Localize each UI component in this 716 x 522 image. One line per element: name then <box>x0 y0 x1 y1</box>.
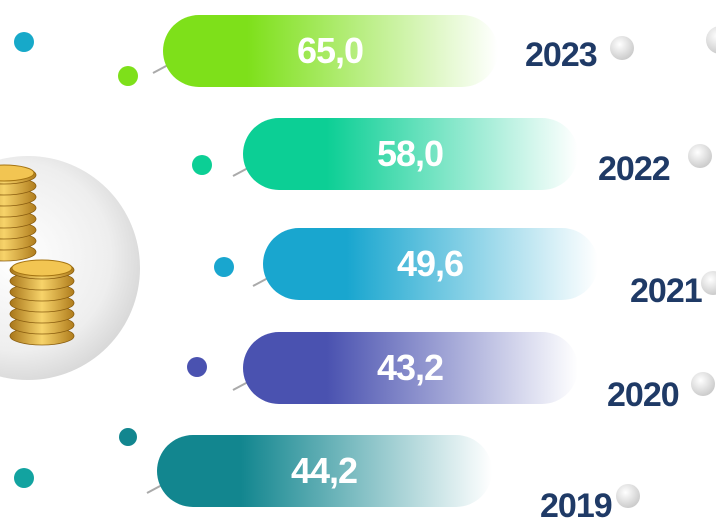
bar <box>243 332 578 404</box>
value-label: 58,0 <box>377 133 443 174</box>
bar <box>157 435 492 507</box>
bar-dot <box>118 66 138 86</box>
decor-dot <box>119 428 137 446</box>
connector <box>152 64 169 74</box>
value-label: 44,2 <box>291 450 357 491</box>
bar-dot <box>214 257 234 277</box>
year-dot <box>616 484 640 508</box>
bar <box>263 228 598 300</box>
year-dot <box>691 372 715 396</box>
bar-dot <box>192 155 212 175</box>
connector <box>232 167 249 177</box>
year-dot <box>688 144 712 168</box>
year-label: 2022 <box>598 150 670 188</box>
decor-dot <box>14 468 34 488</box>
value-label: 43,2 <box>377 347 443 388</box>
year-label: 2020 <box>607 376 679 414</box>
connector <box>232 381 249 391</box>
decor-dot <box>14 32 34 52</box>
year-dot <box>701 271 716 295</box>
bar <box>243 118 578 190</box>
year-label: 2019 <box>540 487 612 522</box>
year-dot <box>610 36 634 60</box>
coins <box>0 164 75 346</box>
bar <box>163 15 498 87</box>
bar-dot <box>187 357 207 377</box>
year-label: 2021 <box>630 272 702 310</box>
connector <box>252 277 269 287</box>
year-label: 2023 <box>525 36 597 74</box>
connector <box>146 484 163 494</box>
coin-top <box>11 259 73 277</box>
value-label: 65,0 <box>297 30 363 71</box>
value-label: 49,6 <box>397 243 463 284</box>
coin-top <box>0 164 35 182</box>
decor-dot <box>706 26 716 54</box>
